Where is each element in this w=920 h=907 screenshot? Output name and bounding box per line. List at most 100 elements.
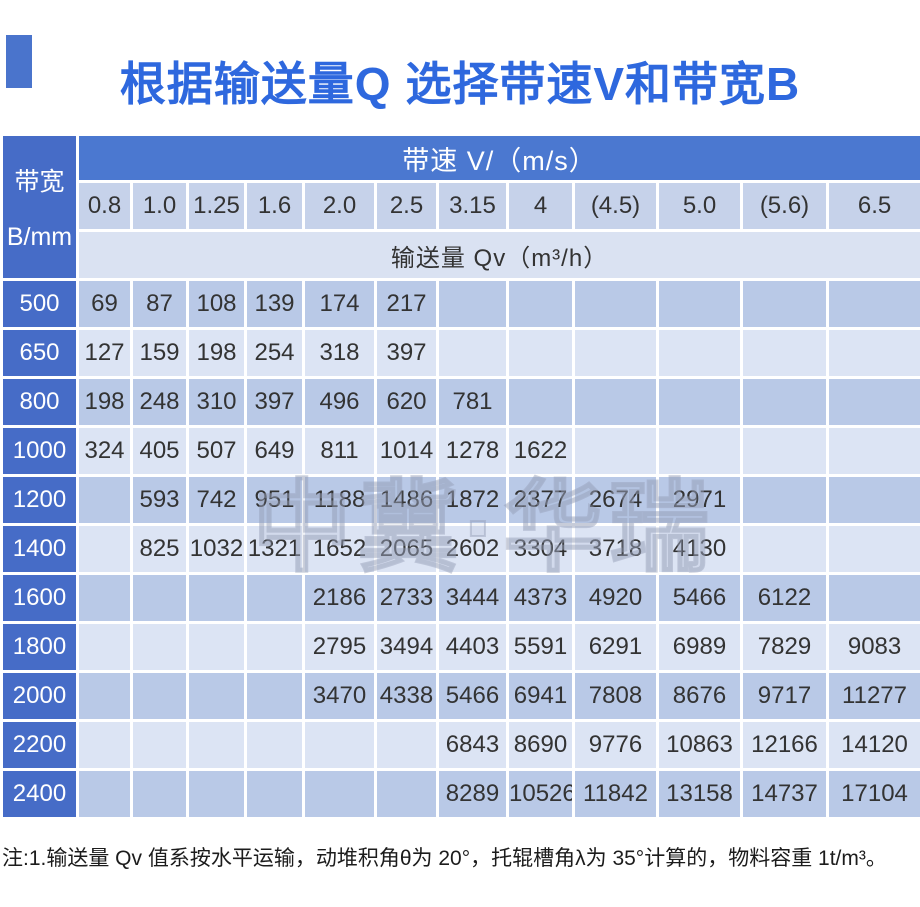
qv-cell: 507 [186, 425, 247, 477]
qv-cell: 5466 [656, 572, 743, 624]
qv-cell: 6843 [436, 719, 509, 771]
qv-cell: 4130 [656, 523, 743, 575]
qv-cell: 217 [374, 278, 439, 330]
qv-cell: 9776 [572, 719, 659, 771]
belt-width-label: 650 [0, 327, 79, 379]
qv-cell: 397 [244, 376, 305, 428]
qv-cell-empty [825, 572, 920, 624]
qv-cell-empty [374, 719, 439, 771]
qv-cell-empty [186, 670, 247, 722]
qv-cell-empty [186, 621, 247, 673]
qv-cell: 1014 [374, 425, 439, 477]
qv-cell: 14737 [740, 768, 829, 820]
qv-cell: 825 [130, 523, 189, 575]
qv-cell: 1321 [244, 523, 305, 575]
qv-cell-empty [76, 768, 133, 820]
qv-cell: 10863 [656, 719, 743, 771]
corner-accent-mark [6, 35, 32, 88]
qv-cell-empty [130, 572, 189, 624]
qv-cell-empty [130, 719, 189, 771]
qv-cell: 1032 [186, 523, 247, 575]
qv-cell: 496 [302, 376, 377, 428]
qv-cell: 5466 [436, 670, 509, 722]
qv-cell: 1486 [374, 474, 439, 526]
qv-cell: 405 [130, 425, 189, 477]
table-row: 1600 2186 2733 3444 4373 4920 5466 6122 [0, 572, 920, 624]
qv-cell: 12166 [740, 719, 829, 771]
speed-column-header: 2.0 [302, 180, 377, 232]
qv-cell: 13158 [656, 768, 743, 820]
belt-width-label: 2000 [0, 670, 79, 722]
qv-cell-empty [656, 278, 743, 330]
qv-cell: 159 [130, 327, 189, 379]
qv-cell: 2674 [572, 474, 659, 526]
qv-cell: 1188 [302, 474, 377, 526]
qv-cell-empty [186, 719, 247, 771]
qv-cell: 127 [76, 327, 133, 379]
qv-cell: 14120 [825, 719, 920, 771]
qv-cell-empty [572, 327, 659, 379]
qv-cell: 198 [76, 376, 133, 428]
speed-column-header: 1.0 [130, 180, 189, 232]
qv-cell: 324 [76, 425, 133, 477]
corner-header-belt-width: 带宽 B/mm [0, 133, 79, 281]
qv-cell-empty [825, 523, 920, 575]
qv-cell-empty [302, 768, 377, 820]
qv-cell: 4373 [506, 572, 575, 624]
qv-cell: 649 [244, 425, 305, 477]
qv-cell-empty [656, 376, 743, 428]
qv-cell-empty [740, 327, 829, 379]
qv-cell-empty [76, 474, 133, 526]
qv-cell: 11842 [572, 768, 659, 820]
table-row: 1200 593 742 951 1188 1486 1872 2377 2674 2971 [0, 474, 920, 526]
qv-cell: 87 [130, 278, 189, 330]
qv-cell-empty [740, 474, 829, 526]
qv-cell: 3444 [436, 572, 509, 624]
qv-cell-empty [186, 768, 247, 820]
qv-cell: 2602 [436, 523, 509, 575]
qv-cell-empty [572, 376, 659, 428]
belt-width-label: 1400 [0, 523, 79, 575]
qv-selection-table: 带宽 B/mm 带速 V/（m/s） 0.8 1.0 1.25 1.6 2.0 2.5 3.… [0, 133, 920, 820]
qv-cell-empty [130, 670, 189, 722]
speed-column-header: (4.5) [572, 180, 659, 232]
qv-cell-empty [76, 621, 133, 673]
qv-cell: 10526 [506, 768, 575, 820]
qv-cell: 1872 [436, 474, 509, 526]
table-row: 1400 825 1032 1321 1652 2065 2602 3304 3718 4130 [0, 523, 920, 575]
speed-column-header: 6.5 [825, 180, 920, 232]
qv-cell: 2065 [374, 523, 439, 575]
qv-cell: 742 [186, 474, 247, 526]
belt-width-label: 2200 [0, 719, 79, 771]
qv-cell: 1622 [506, 425, 575, 477]
page-title: 根据输送量Q 选择带速V和带宽B [119, 58, 801, 110]
speed-column-header: 5.0 [656, 180, 743, 232]
speed-values-row: 0.8 1.0 1.25 1.6 2.0 2.5 3.15 4 (4.5) 5.0 (5.6) 6.5 [2, 180, 920, 232]
corner-header-line2: B/mm [6, 223, 73, 252]
qv-cell-empty [76, 523, 133, 575]
qv-cell-empty [506, 327, 575, 379]
qv-cell: 7829 [740, 621, 829, 673]
qv-cell-empty [186, 572, 247, 624]
qv-cell-empty [76, 719, 133, 771]
belt-width-label: 1600 [0, 572, 79, 624]
qv-cell-empty [244, 719, 305, 771]
table-row: 800 198 248 310 397 496 620 781 [0, 376, 920, 428]
qv-cell: 11277 [825, 670, 920, 722]
qv-cell-empty [825, 278, 920, 330]
qv-cell: 108 [186, 278, 247, 330]
qv-cell: 2733 [374, 572, 439, 624]
qv-cell-empty [506, 376, 575, 428]
qv-cell: 781 [436, 376, 509, 428]
qv-cell: 2186 [302, 572, 377, 624]
table-row: 2400 8289 10526 11842 13158 14737 17104 [0, 768, 920, 820]
belt-width-label: 500 [0, 278, 79, 330]
qv-cell: 3470 [302, 670, 377, 722]
qv-cell-empty [656, 327, 743, 379]
table-row: 2000 3470 4338 5466 6941 7808 8676 9717 11277 [0, 670, 920, 722]
belt-width-label: 2400 [0, 768, 79, 820]
qv-cell: 4920 [572, 572, 659, 624]
table-row: 650 127 159 198 254 318 397 [0, 327, 920, 379]
belt-speed-band-header: 带速 V/（m/s） [75, 133, 920, 183]
qv-cell: 8690 [506, 719, 575, 771]
